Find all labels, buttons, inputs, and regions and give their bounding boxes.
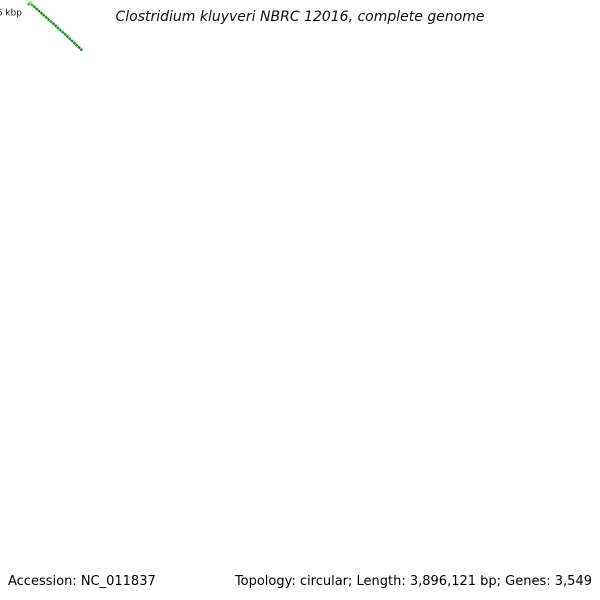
scale-label: 716 kbp — [0, 8, 22, 18]
genome-title: Clostridium kluyveri NBRC 12016, complet… — [115, 9, 485, 25]
accession-text: Accession: NC_011837 — [8, 574, 156, 589]
genome-summary-text: Topology: circular; Length: 3,896,121 bp… — [234, 574, 592, 589]
